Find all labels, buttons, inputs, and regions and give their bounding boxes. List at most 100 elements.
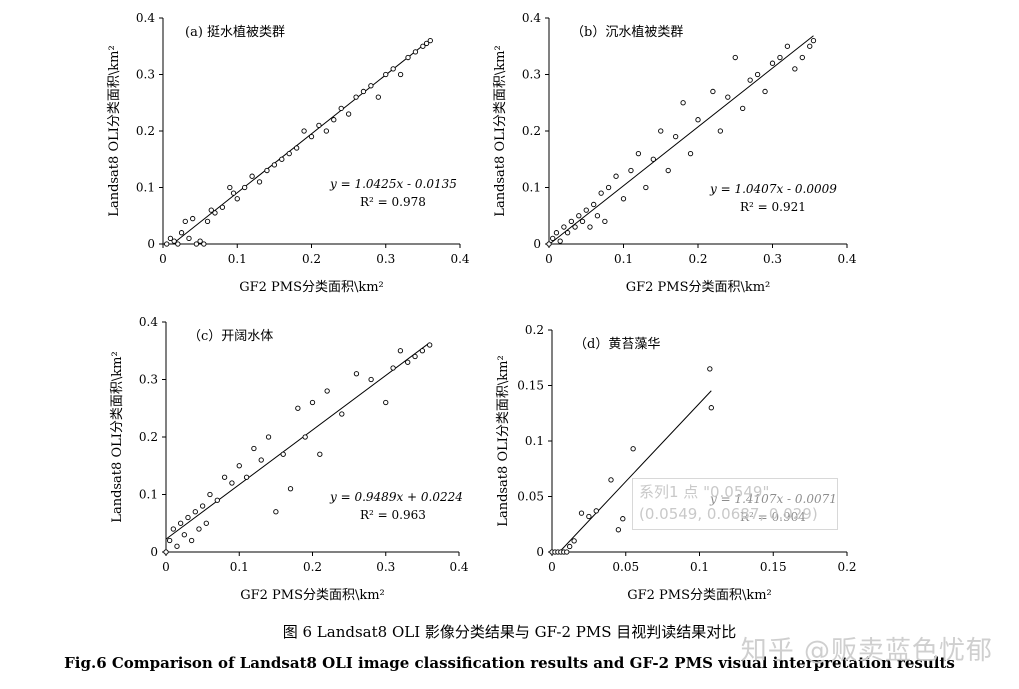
panel-c-data-point xyxy=(412,353,418,360)
panel-c-data-point xyxy=(167,537,173,544)
panel-a-data-point xyxy=(405,54,411,61)
panel-a-data-point xyxy=(286,150,292,157)
panel-a-data-point xyxy=(171,238,177,244)
panel-c-y-tick-label: 0.4 xyxy=(139,315,158,329)
panel-c-data-point xyxy=(324,388,330,394)
panel-b-data-point xyxy=(710,88,716,95)
panel-a-x-tick-label: 0.2 xyxy=(302,252,321,266)
panel-a-data-point xyxy=(201,241,207,247)
panel-c-data-point xyxy=(419,348,426,354)
panel-a-data-point xyxy=(368,83,374,89)
panel-c-data-point xyxy=(397,348,404,354)
panel-c-y-tick-label: 0.2 xyxy=(139,430,158,444)
panel-b-data-point xyxy=(576,213,582,219)
panel-c-data-point xyxy=(199,503,206,509)
panel-b-y-tick-label: 0.4 xyxy=(522,11,541,25)
panel-b-data-point xyxy=(613,173,619,179)
panel-d-data-point xyxy=(593,508,599,514)
panel-a-data-point xyxy=(279,156,285,162)
panel-b-data-point xyxy=(564,230,571,236)
panel-b-data-point xyxy=(620,196,627,202)
panel-b-data-point xyxy=(740,105,746,112)
panel-a-data-point xyxy=(412,49,419,55)
panel-d-trendline xyxy=(559,390,712,553)
panel-b-data-point xyxy=(583,207,589,213)
panel-c-data-point xyxy=(207,491,213,498)
panel-c-data-point xyxy=(427,342,433,348)
panel-c-data-point xyxy=(287,486,294,492)
panel-c-data-point xyxy=(339,411,345,417)
panel-d-y-tick-label: 0.1 xyxy=(525,434,544,448)
panel-a-data-point xyxy=(178,230,185,236)
panel-d-data-point xyxy=(615,527,622,533)
panel-b-data-point xyxy=(799,54,805,61)
figure-caption-english: Fig.6 Comparison of Landsat8 OLI image c… xyxy=(64,654,955,672)
panel-a-data-point xyxy=(186,235,192,242)
panel-d-y-axis-title: Landsat8 OLI分类面积\km² xyxy=(496,355,511,526)
panel-b-data-point xyxy=(695,117,701,123)
panel-c-title: （c）开阔水体 xyxy=(188,329,273,344)
panel-c-x-tick-label: 0.4 xyxy=(449,560,468,574)
panel-b-r-squared: R² = 0.921 xyxy=(740,200,806,214)
watermark: 知乎 @贩卖蓝色忧郁 xyxy=(740,636,993,666)
panel-b-data-point xyxy=(680,100,686,106)
panel-a-y-tick-label: 0.3 xyxy=(136,68,155,82)
panel-b-data-point xyxy=(769,60,776,66)
panel-a-x-axis-title: GF2 PMS分类面积\km² xyxy=(239,280,384,295)
panel-c-x-tick-label: 0.2 xyxy=(303,560,322,574)
panel-d-data-point xyxy=(586,513,592,520)
panel-b-data-point xyxy=(550,235,556,242)
panel-c-data-point xyxy=(280,451,286,457)
panel-a-data-point xyxy=(323,128,329,134)
panel-a-r-squared: R² = 0.978 xyxy=(360,195,426,209)
panel-a-data-point xyxy=(301,128,307,134)
panel-a-equation: y = 1.0425x - 0.0135 xyxy=(329,177,457,191)
panel-d-y-tick-label: 0.05 xyxy=(517,490,544,504)
panel-a-data-point xyxy=(193,241,200,247)
panel-b-data-point xyxy=(546,241,552,247)
panel-b-x-tick-label: 0 xyxy=(545,252,553,266)
panel-b-x-tick-label: 0.3 xyxy=(763,252,782,266)
panel-c-y-tick-label: 0.3 xyxy=(139,373,158,387)
panel-b-data-point xyxy=(747,77,753,83)
panel-a-data-point xyxy=(345,111,352,117)
panel-a-data-point xyxy=(427,37,433,44)
panel-a-data-point xyxy=(208,207,214,213)
panel-c-data-point xyxy=(177,520,184,526)
panel-d-data-point xyxy=(620,516,626,522)
panel-d-data-point xyxy=(708,405,714,411)
panel-c-x-tick-label: 0.1 xyxy=(230,560,249,574)
point-tooltip: 系列1 点 "0.0549" (0.0549, 0.0687, 0.029) xyxy=(632,478,838,530)
panel-a-data-point xyxy=(353,94,359,100)
panel-b-data-point xyxy=(658,128,664,134)
panel-b-data-point xyxy=(572,224,578,230)
panel-b-data-point xyxy=(725,94,731,100)
panel-d-data-point xyxy=(571,538,577,544)
panel-b-data-point xyxy=(665,167,671,174)
panel-a-data-point xyxy=(204,218,211,225)
panel-d-y-tick-label: 0.15 xyxy=(517,379,544,393)
panel-c-data-point xyxy=(317,451,323,457)
panel-c-data-point xyxy=(188,537,195,544)
panel-a-x-tick-label: 0.1 xyxy=(228,252,247,266)
panel-a-data-point xyxy=(383,71,389,78)
panel-a-data-point xyxy=(164,241,170,247)
panel-c-data-point xyxy=(196,526,202,532)
panel-d-x-axis-title: GF2 PMS分类面积\km² xyxy=(627,588,772,603)
panel-a-data-point xyxy=(230,190,237,196)
panel-b-x-axis-title: GF2 PMS分类面积\km² xyxy=(626,280,771,295)
panel-b-data-point xyxy=(591,201,597,208)
panel-c-data-point xyxy=(174,543,180,549)
panel-c-data-point xyxy=(236,463,242,469)
panel-c-data-point xyxy=(221,474,228,480)
panel-b-title: （b）沉水植被类群 xyxy=(571,25,683,40)
panel-b-x-tick-label: 0.1 xyxy=(614,252,633,266)
panel-b-x-tick-label: 0.2 xyxy=(688,252,707,266)
panel-b-data-point xyxy=(777,54,783,61)
panel-c-x-tick-label: 0.3 xyxy=(376,560,395,574)
panel-d-data-point xyxy=(608,477,614,483)
figure-canvas: 0 0.1 0.2 0.3 0.4 0 0.1 0.2 0.3 0.4 GF2 PMS分类面积\km… xyxy=(107,11,857,603)
panel-c-data-point xyxy=(170,526,176,532)
panel-c-data-point xyxy=(309,399,316,406)
panel-d-data-point xyxy=(707,366,713,372)
